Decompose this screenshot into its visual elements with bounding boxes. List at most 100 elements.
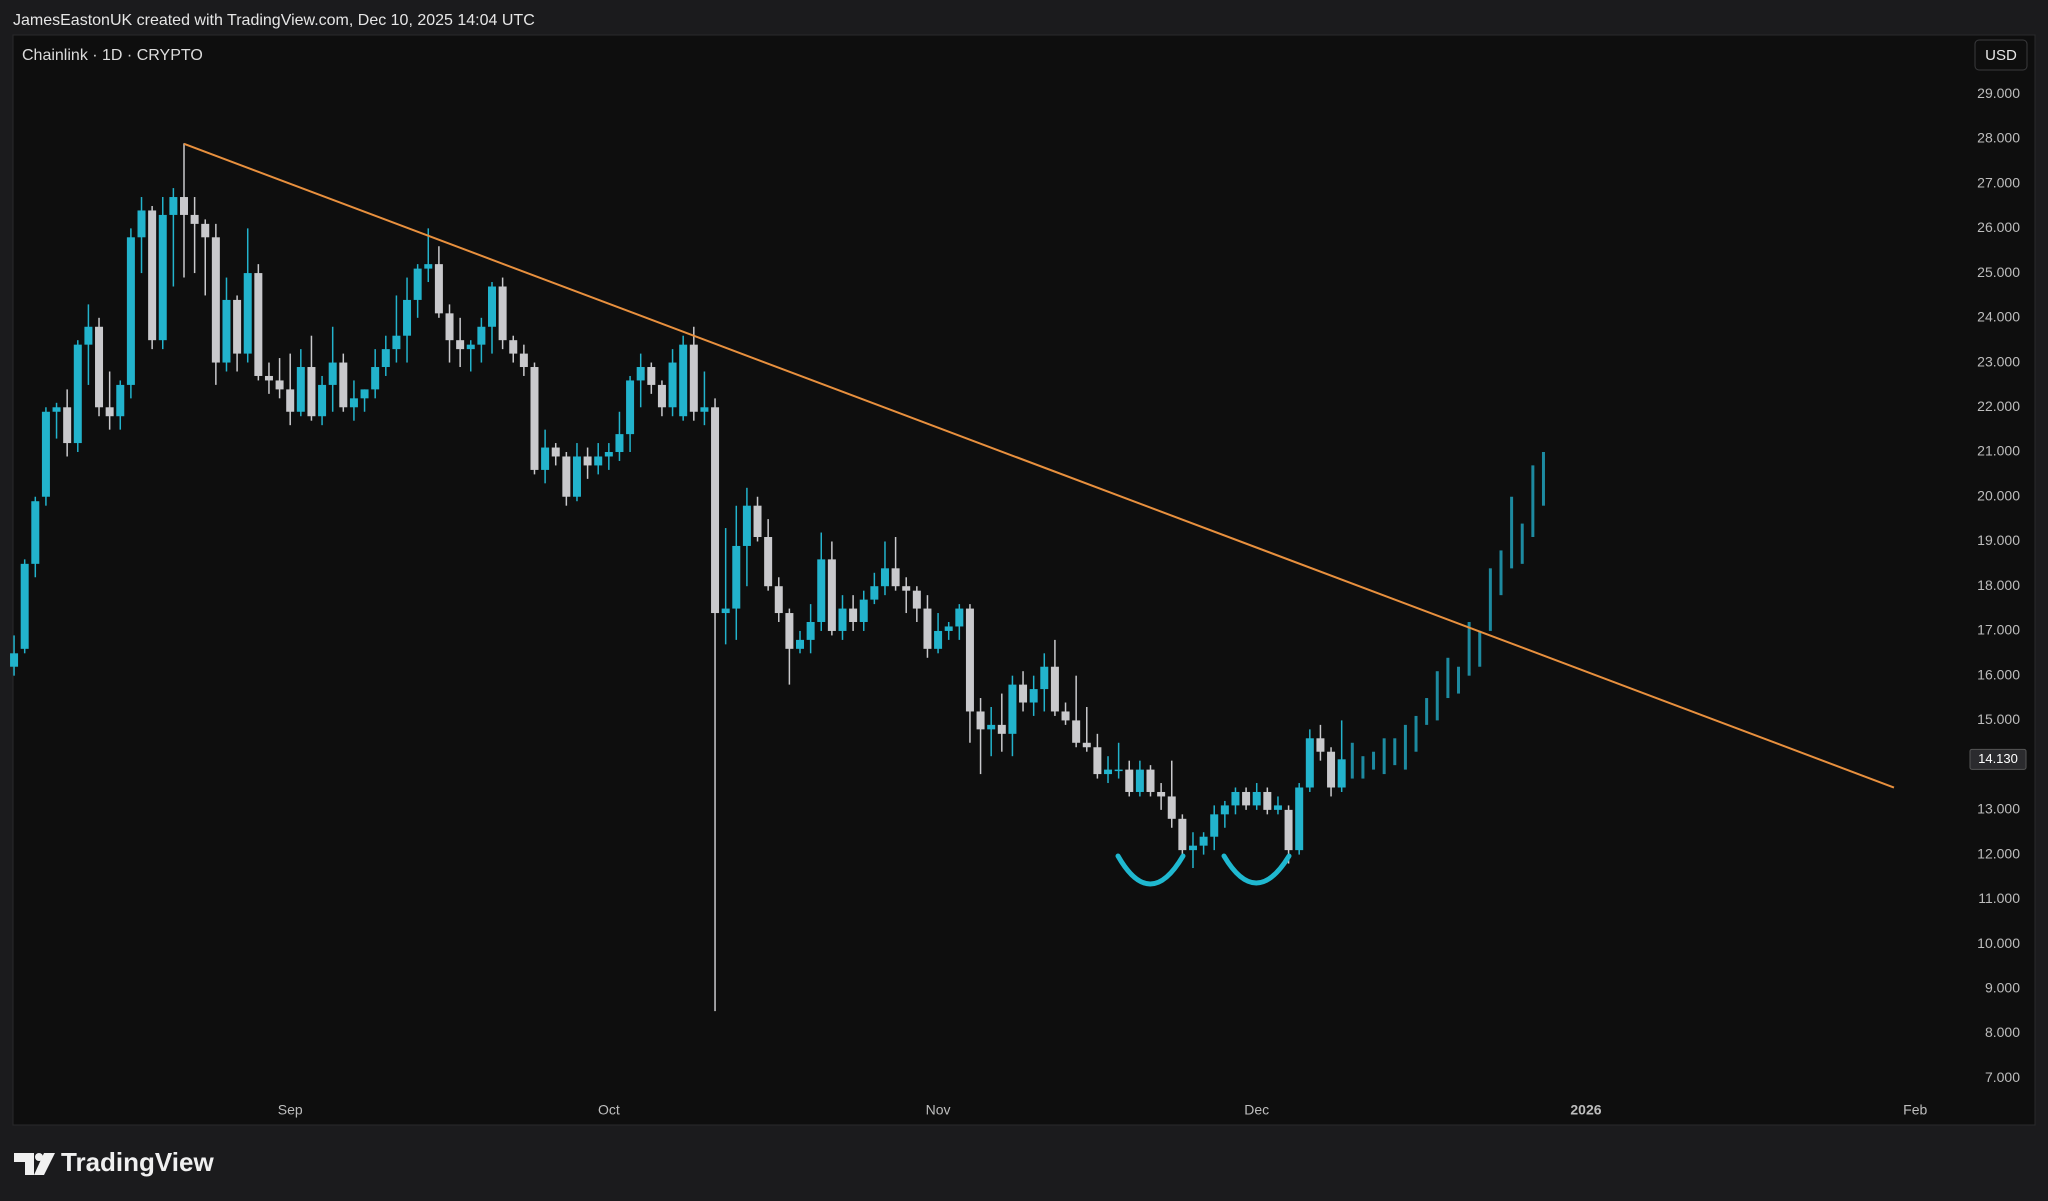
candle-body [296, 367, 305, 412]
candle-body [116, 384, 125, 417]
y-tick-label: 9.000 [1985, 980, 2020, 996]
y-tick-label: 25.000 [1977, 264, 2020, 280]
candle-body [349, 398, 358, 408]
candle-body [1178, 818, 1187, 851]
candle-body [137, 210, 146, 238]
candle-body [732, 545, 741, 609]
candle-body [456, 340, 465, 350]
candle-body [668, 362, 677, 408]
candle-body [1167, 796, 1176, 819]
candle-body [1316, 738, 1325, 752]
candle-body [689, 344, 698, 412]
candle-body [827, 559, 836, 631]
candle-body [509, 340, 518, 354]
x-tick-label: 2026 [1570, 1102, 1601, 1118]
candle-body [1220, 805, 1229, 815]
candle-body [700, 407, 709, 412]
y-tick-label: 10.000 [1977, 935, 2020, 951]
candle-body [519, 353, 528, 368]
candle-body [1061, 711, 1070, 721]
candle-body [243, 273, 252, 354]
candle-body [594, 456, 603, 466]
candle-body [84, 326, 93, 345]
candle-body [679, 344, 688, 417]
candle-body [222, 299, 231, 363]
candle-body [158, 214, 167, 341]
candle-body [923, 608, 932, 649]
y-tick-label: 21.000 [1977, 443, 2020, 459]
candle-body [105, 407, 114, 417]
y-tick-label: 11.000 [1978, 890, 2020, 906]
y-tick-label: 8.000 [1985, 1024, 2020, 1040]
x-tick-label: Sep [278, 1102, 303, 1118]
candle-body [849, 608, 858, 622]
candle-body [647, 367, 656, 385]
candle-body [636, 367, 645, 381]
candle-body [1114, 769, 1123, 772]
y-tick-label: 19.000 [1977, 532, 2020, 548]
last-price-tag [1969, 748, 2027, 770]
candle-body [307, 367, 316, 417]
candle-body [360, 389, 369, 399]
candle-body [1135, 769, 1144, 792]
candle-body [1050, 666, 1059, 712]
candle-body [498, 286, 507, 341]
y-tick-label: 13.000 [1977, 801, 2020, 817]
y-tick-label: 24.000 [1977, 309, 2020, 325]
candle-body [711, 407, 720, 614]
candle-body [1157, 791, 1166, 797]
candle-body [880, 568, 889, 587]
candle-body [1263, 791, 1272, 810]
candle-body [753, 505, 762, 538]
candle-body [1029, 689, 1038, 703]
y-tick-label: 22.000 [1977, 398, 2020, 414]
candle-body [211, 237, 220, 363]
candle-body [1252, 791, 1261, 806]
candle-body [817, 559, 826, 622]
candle-body [976, 711, 985, 730]
candle-body [657, 384, 666, 408]
x-tick-label: Dec [1244, 1102, 1269, 1118]
y-tick-label: 26.000 [1977, 219, 2020, 235]
candle-body [583, 456, 592, 466]
candle-body [10, 653, 19, 667]
x-tick-label: Oct [598, 1102, 620, 1118]
double-bottom-arc [1115, 853, 1186, 887]
candle-body [318, 384, 327, 417]
candle-body [562, 456, 571, 497]
y-tick-label: 18.000 [1977, 577, 2020, 593]
logo-text: TradingView [61, 1147, 214, 1177]
y-tick-label: 16.000 [1977, 666, 2020, 682]
logo-icon [34, 1153, 55, 1175]
candle-body [190, 214, 199, 224]
candle-body [859, 599, 868, 622]
candle-body [233, 299, 242, 354]
candle-body [806, 621, 815, 640]
candle-body [1082, 742, 1091, 748]
candle-body [944, 626, 953, 631]
candle-body [403, 299, 412, 336]
logo-icon [14, 1153, 34, 1175]
symbol-title: Chainlink · 1D · CRYPTO [22, 47, 203, 64]
candle-body [1210, 814, 1219, 837]
candle-body [95, 326, 104, 408]
currency-button[interactable] [1974, 39, 2028, 71]
candle-body [434, 264, 443, 314]
candle-body [721, 608, 730, 614]
candle-body [1242, 791, 1251, 806]
candle-body [774, 586, 783, 614]
candle-body [1146, 769, 1155, 792]
candle-body [955, 608, 964, 627]
currency-label[interactable]: USD [1985, 47, 2017, 64]
candle-body [742, 505, 751, 546]
candle-body [328, 362, 337, 385]
candle-body [381, 349, 390, 368]
candle-body [615, 434, 624, 453]
candle-body [1199, 836, 1208, 846]
candle-body [785, 613, 794, 649]
candle-body [179, 197, 188, 215]
candle-body [1125, 769, 1134, 792]
y-tick-label: 17.000 [1977, 622, 2020, 638]
candle-body [965, 608, 974, 712]
candle-body [551, 447, 560, 457]
